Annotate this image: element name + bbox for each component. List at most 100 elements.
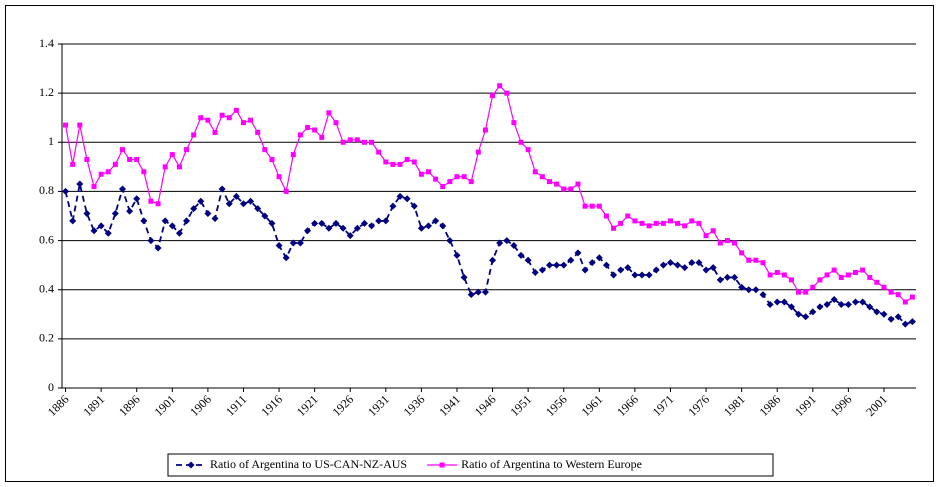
y-tick-label: 0 <box>48 380 54 394</box>
point <box>653 220 659 226</box>
point <box>675 220 681 226</box>
point <box>582 203 588 209</box>
point <box>190 205 198 213</box>
point <box>369 139 375 145</box>
point <box>133 195 141 203</box>
point <box>396 192 404 200</box>
point <box>354 137 360 143</box>
point <box>482 127 488 133</box>
point <box>311 219 319 227</box>
point <box>76 180 84 188</box>
point <box>296 239 304 247</box>
point <box>666 259 674 267</box>
point <box>118 185 126 193</box>
point <box>90 227 98 235</box>
y-tick-label: 0.4 <box>39 281 54 295</box>
point <box>887 315 895 323</box>
point <box>602 261 610 269</box>
point <box>339 224 347 232</box>
point <box>524 256 532 264</box>
point <box>140 217 148 225</box>
point <box>631 271 639 279</box>
point <box>787 303 795 311</box>
point <box>496 239 504 247</box>
point <box>538 266 546 274</box>
point <box>753 257 759 263</box>
point <box>268 219 276 227</box>
point <box>908 318 916 326</box>
point <box>567 256 575 264</box>
point <box>275 241 283 249</box>
point <box>147 237 155 245</box>
point <box>460 273 468 281</box>
point <box>774 270 780 276</box>
point <box>759 291 767 299</box>
point <box>688 259 696 267</box>
point <box>232 192 240 200</box>
point <box>532 169 538 175</box>
point <box>611 225 617 231</box>
point <box>255 129 261 135</box>
point <box>874 279 880 285</box>
point <box>426 169 432 175</box>
point <box>390 161 396 167</box>
point <box>659 261 667 269</box>
point <box>141 169 147 175</box>
point <box>410 202 418 210</box>
point <box>218 185 226 193</box>
point <box>831 267 837 273</box>
point <box>105 169 111 175</box>
point <box>901 320 909 328</box>
point <box>453 251 461 259</box>
point <box>860 267 866 273</box>
y-tick-label: 0.6 <box>39 232 54 246</box>
point <box>531 269 539 277</box>
point <box>645 271 653 279</box>
point <box>403 195 411 203</box>
point <box>596 203 602 209</box>
point <box>439 222 447 230</box>
point <box>646 223 652 229</box>
point <box>375 217 383 225</box>
point <box>632 218 638 224</box>
point <box>276 174 282 180</box>
point <box>824 272 830 278</box>
point <box>418 171 424 177</box>
point <box>823 300 831 308</box>
point <box>62 187 70 195</box>
point <box>411 159 417 165</box>
point <box>176 164 182 170</box>
point <box>589 203 595 209</box>
point <box>261 212 269 220</box>
point <box>397 161 403 167</box>
point <box>816 303 824 311</box>
point <box>553 261 561 269</box>
legend-marker <box>439 462 445 468</box>
point <box>248 117 254 123</box>
point <box>710 228 716 234</box>
point <box>702 266 710 274</box>
point <box>382 217 390 225</box>
point <box>376 149 382 155</box>
point <box>595 254 603 262</box>
point <box>603 213 609 219</box>
point <box>902 299 908 305</box>
point <box>503 237 511 245</box>
point <box>219 112 225 118</box>
point <box>838 274 844 280</box>
point <box>853 270 859 276</box>
legend-box <box>167 453 774 477</box>
point <box>233 107 239 113</box>
point <box>183 217 191 225</box>
point <box>383 159 389 165</box>
point <box>425 222 433 230</box>
point <box>689 218 695 224</box>
point <box>161 217 169 225</box>
point <box>682 223 688 229</box>
point <box>175 229 183 237</box>
point <box>63 122 69 128</box>
point <box>368 222 376 230</box>
point <box>517 251 525 259</box>
point <box>404 156 410 162</box>
point <box>325 224 333 232</box>
